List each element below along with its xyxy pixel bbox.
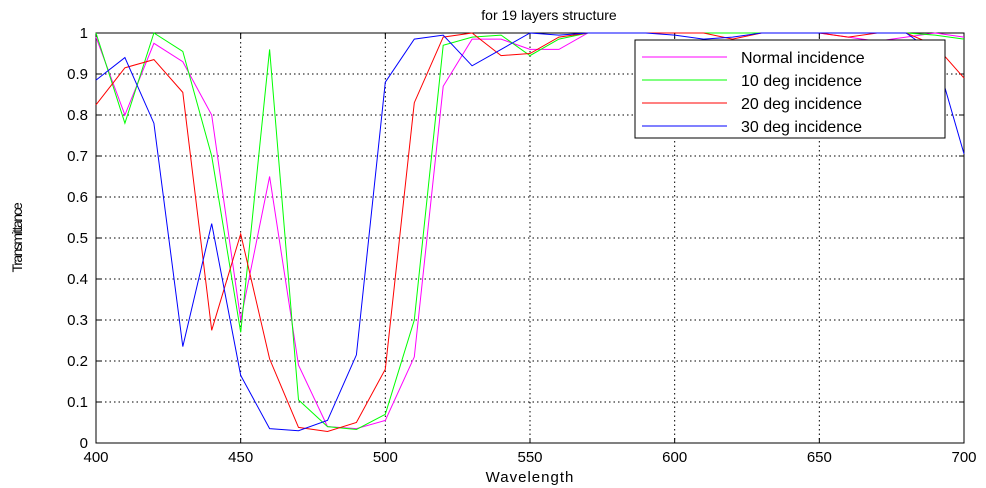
legend-label-3: 20 deg incidence	[741, 96, 862, 113]
y-tick-label: 0.6	[67, 189, 88, 206]
y-tick-label: 0.9	[67, 66, 88, 83]
axis-ticks: 400 450 500 550 600 650 700 0 0.1 0.2 0.3 0.4 0.5 0.6…	[67, 25, 976, 466]
series-line-4	[95, 32, 965, 432]
y-tick-label: 0.5	[67, 230, 88, 247]
y-tick-label: 0.2	[67, 353, 88, 370]
y-tick-label: 1	[80, 25, 88, 42]
x-tick-label: 600	[662, 449, 687, 466]
legend-label-4: 30 deg incidence	[741, 119, 862, 136]
x-axis-label: Wavelength	[486, 469, 575, 486]
x-tick-label: 550	[517, 449, 542, 466]
chart-title: for 19 layers structure	[481, 7, 617, 23]
x-tick-label: 450	[228, 449, 253, 466]
x-tick-label: 500	[373, 449, 398, 466]
y-tick-label: 0.7	[67, 148, 88, 165]
y-tick-label: 0.1	[67, 394, 88, 411]
y-tick-label: 0.8	[67, 107, 88, 124]
legend: Normal incidence 10 deg incidence 20 deg i…	[634, 39, 946, 139]
legend-label-1: Normal incidence	[741, 50, 865, 67]
y-axis-label: Transmittance	[9, 202, 25, 272]
series-lines	[95, 32, 965, 433]
y-tick-label: 0.3	[67, 312, 88, 329]
x-tick-label: 650	[807, 449, 832, 466]
legend-box	[634, 39, 946, 139]
y-tick-label: 0	[80, 435, 88, 452]
x-tick-label: 700	[951, 449, 976, 466]
legend-label-2: 10 deg incidence	[741, 73, 862, 90]
y-tick-label: 0.4	[67, 271, 88, 288]
x-tick-label: 400	[83, 449, 108, 466]
